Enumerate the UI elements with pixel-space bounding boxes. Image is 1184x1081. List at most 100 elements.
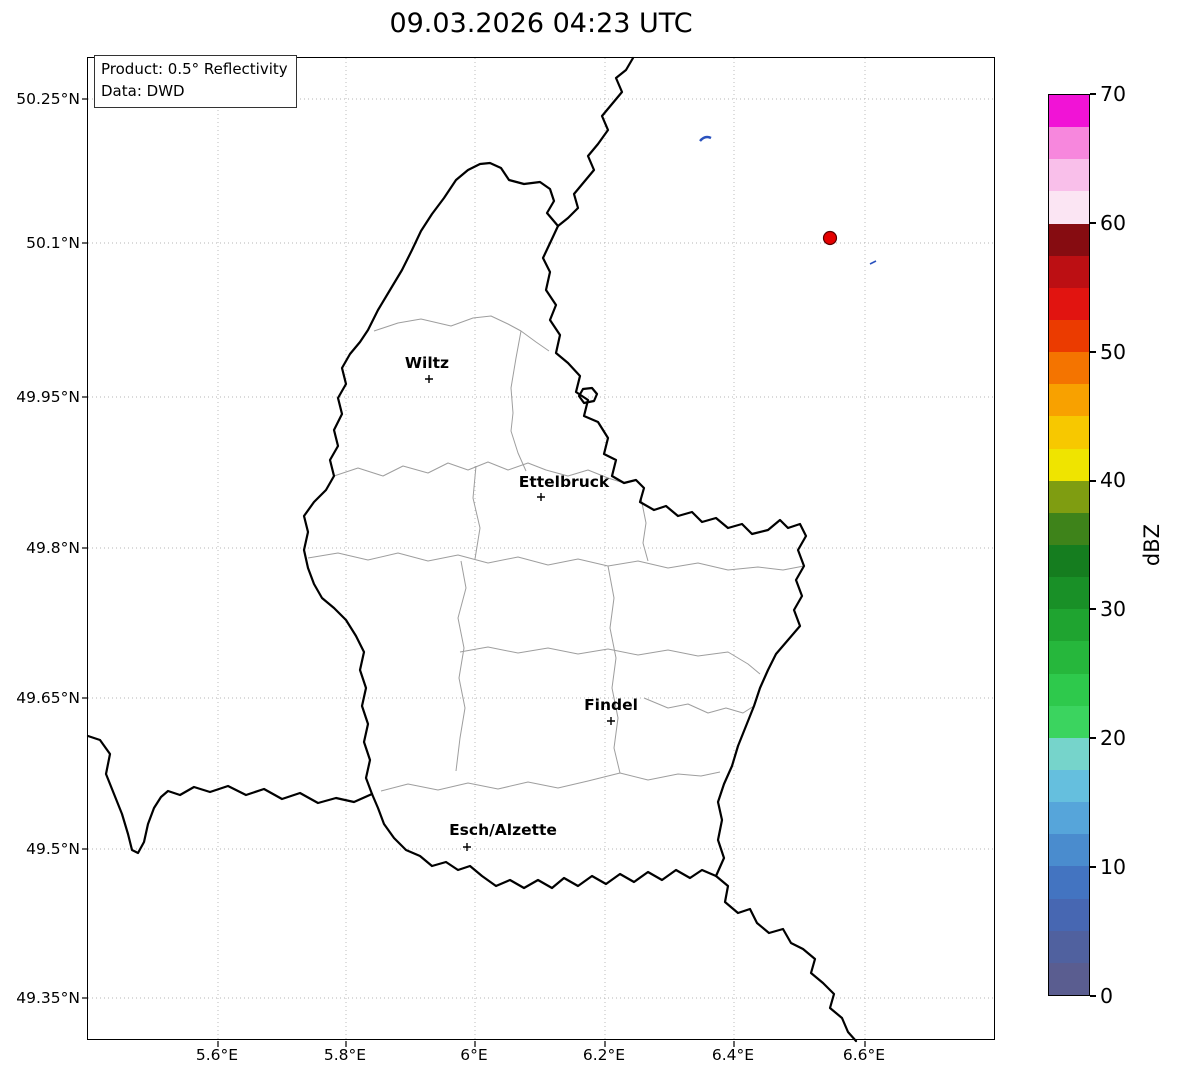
- plot-title: 09.03.2026 04:23 UTC: [389, 8, 693, 39]
- colorbar-segment: [1049, 127, 1089, 160]
- country-borders: [86, 56, 858, 1043]
- radar-echo-tiny-blue: [869, 260, 877, 265]
- colorbar-tick-label: 10: [1100, 855, 1127, 879]
- x-axis-tick-label: 5.8°E: [323, 1046, 367, 1064]
- colorbar-segment: [1049, 962, 1089, 995]
- colorbar-tick-mark: [1090, 480, 1096, 482]
- colorbar-segment: [1049, 319, 1089, 353]
- colorbar-segment: [1049, 577, 1089, 610]
- france-germany-border: [714, 874, 858, 1043]
- y-axis-tick-label: 49.65°N: [16, 689, 80, 707]
- x-axis-tick-label: 5.6°E: [195, 1046, 239, 1064]
- colorbar-tick-mark: [1090, 866, 1096, 868]
- y-axis-tick-label: 50.1°N: [26, 234, 80, 252]
- map-plot-area: Wiltz Ettelbruck Findel Esch/Alzette: [82, 56, 996, 1047]
- city-marker-cross: [425, 375, 433, 383]
- y-axis-tick-label: 49.95°N: [16, 388, 80, 406]
- district-borders: [307, 315, 805, 792]
- info-product-line: Product: 0.5° Reflectivity: [101, 60, 288, 78]
- x-axis-tick-label: 6.2°E: [582, 1046, 626, 1064]
- colorbar-segment: [1049, 384, 1089, 417]
- city-label: Esch/Alzette: [449, 821, 557, 839]
- colorbar-tick-mark: [1090, 995, 1096, 997]
- x-axis-tick-label: 6°E: [460, 1046, 488, 1064]
- colorbar: [1048, 94, 1090, 996]
- map-canvas: Wiltz Ettelbruck Findel Esch/Alzette: [82, 56, 996, 1047]
- colorbar-segment: [1049, 641, 1089, 674]
- district-border: [459, 646, 761, 675]
- colorbar-segment: [1049, 930, 1089, 963]
- radar-echoes: [699, 135, 877, 265]
- colorbar-tick-mark: [1090, 737, 1096, 739]
- colorbar-segment: [1049, 352, 1089, 385]
- colorbar-segment: [1049, 898, 1089, 931]
- district-border: [333, 461, 625, 484]
- colorbar-segment: [1049, 673, 1089, 706]
- colorbar-segment: [1049, 255, 1089, 288]
- district-border: [643, 697, 755, 714]
- colorbar-segment: [1049, 223, 1089, 256]
- district-border: [307, 552, 805, 571]
- city-marker-cross: [537, 493, 545, 501]
- vianden-border-loop: [577, 386, 599, 405]
- info-box: Product: 0.5° Reflectivity Data: DWD: [94, 55, 297, 108]
- city-label: Findel: [584, 696, 638, 714]
- city-marker-cross: [463, 843, 471, 851]
- city-marker-cross: [607, 717, 615, 725]
- colorbar-segment: [1049, 191, 1089, 224]
- district-border: [380, 771, 721, 792]
- colorbar-unit-label: dBZ: [1140, 523, 1164, 567]
- colorbar-segment: [1049, 834, 1089, 867]
- colorbar-tick-label: 0: [1100, 984, 1114, 1008]
- colorbar-tick-label: 30: [1100, 597, 1127, 621]
- district-border: [640, 497, 649, 562]
- colorbar-segment: [1049, 480, 1089, 513]
- colorbar-segment: [1049, 512, 1089, 545]
- y-axis-tick-label: 49.8°N: [26, 539, 80, 557]
- district-border: [455, 560, 467, 772]
- colorbar-segment: [1049, 737, 1089, 770]
- france-belgium-border: [86, 734, 374, 855]
- district-border: [607, 565, 621, 774]
- colorbar-segment: [1049, 705, 1089, 738]
- district-border: [510, 330, 527, 472]
- colorbar-tick-label: 50: [1100, 340, 1127, 364]
- axis-tick-marks: [82, 98, 866, 1047]
- y-axis-tick-label: 50.25°N: [16, 90, 80, 108]
- colorbar-tick-mark: [1090, 222, 1096, 224]
- colorbar-segment: [1049, 95, 1089, 128]
- radar-echo-small-blue: [699, 135, 712, 142]
- district-border: [472, 465, 481, 560]
- city-label: Ettelbruck: [519, 473, 610, 491]
- cities: Wiltz Ettelbruck Findel Esch/Alzette: [405, 354, 638, 851]
- y-axis-tick-label: 49.5°N: [26, 840, 80, 858]
- radar-echo-red-marker: [822, 230, 838, 246]
- colorbar-tick-mark: [1090, 608, 1096, 610]
- x-axis-tick-label: 6.6°E: [842, 1046, 886, 1064]
- colorbar-segment: [1049, 416, 1089, 449]
- luxembourg-border: [302, 161, 808, 890]
- colorbar-segment: [1049, 866, 1089, 899]
- colorbar-segment: [1049, 159, 1089, 192]
- y-axis-tick-label: 49.35°N: [16, 989, 80, 1007]
- colorbar-segment: [1049, 609, 1089, 642]
- colorbar-gradient: [1049, 95, 1089, 995]
- belgium-germany-border: [556, 56, 635, 228]
- colorbar-tick-label: 20: [1100, 726, 1127, 750]
- colorbar-tick-label: 40: [1100, 468, 1127, 492]
- district-border: [373, 315, 550, 352]
- colorbar-segment: [1049, 287, 1089, 320]
- city-label: Wiltz: [405, 354, 449, 372]
- info-source-line: Data: DWD: [101, 81, 185, 100]
- x-axis-tick-label: 6.4°E: [711, 1046, 755, 1064]
- colorbar-tick-mark: [1090, 93, 1096, 95]
- colorbar-segment: [1049, 802, 1089, 835]
- colorbar-segment: [1049, 544, 1089, 578]
- colorbar-tick-mark: [1090, 351, 1096, 353]
- colorbar-segment: [1049, 448, 1089, 481]
- gridlines: [88, 58, 996, 1041]
- colorbar-tick-label: 60: [1100, 211, 1127, 235]
- colorbar-segment: [1049, 769, 1089, 803]
- colorbar-tick-label: 70: [1100, 82, 1127, 106]
